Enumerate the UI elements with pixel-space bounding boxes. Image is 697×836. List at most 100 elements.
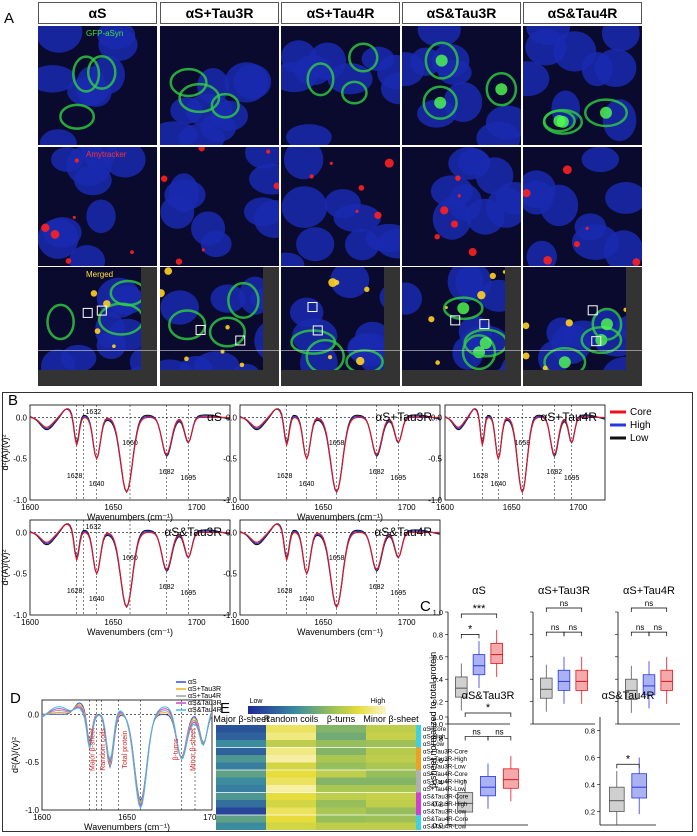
sig-label: ns bbox=[645, 599, 653, 608]
plot-title: αS+Tau3R bbox=[375, 410, 432, 424]
peak-label: 1658 bbox=[329, 555, 345, 562]
row-group-swatch bbox=[416, 822, 421, 830]
y-tick-label: 0.0 bbox=[433, 821, 443, 830]
y-tick-label: -1.0 bbox=[25, 806, 39, 815]
peak-label: 1682 bbox=[159, 469, 175, 476]
y-axis-label: d²(A)/(v)² bbox=[10, 737, 20, 773]
peak-label: 1640 bbox=[89, 481, 105, 488]
channel-label: Merged bbox=[86, 270, 114, 279]
peak-label: 1695 bbox=[391, 475, 407, 482]
panel-label-e: E bbox=[220, 700, 231, 717]
x-tick-label: 1700 bbox=[203, 813, 221, 822]
heatmap-cell bbox=[266, 755, 316, 763]
heatmap-cell bbox=[366, 740, 416, 748]
y-tick-label: -1.0 bbox=[13, 496, 27, 505]
heatmap-cell bbox=[366, 770, 416, 778]
sig-label: ns bbox=[654, 623, 662, 632]
x-tick-label: 1600 bbox=[231, 503, 249, 512]
heatmap-cell bbox=[216, 770, 266, 778]
peak-label: 1695 bbox=[564, 475, 580, 482]
x-tick-label: 1600 bbox=[21, 503, 39, 512]
heatmap-column-label: Major β-sheet bbox=[213, 714, 269, 724]
sig-bracket bbox=[545, 607, 583, 612]
plot-frame bbox=[41, 699, 213, 811]
legend-label: αS+Tau4R bbox=[188, 693, 221, 700]
microscopy-tile bbox=[281, 267, 400, 386]
channel-label: GFP-aSyn bbox=[86, 29, 124, 38]
heatmap-cell bbox=[266, 800, 316, 808]
x-tick-label: 1650 bbox=[118, 813, 136, 822]
heatmap-cell bbox=[266, 732, 316, 740]
y-tick-label: 0.0 bbox=[16, 528, 28, 537]
plot-title: αS bbox=[207, 410, 222, 424]
plot-title: αS&Tau4R bbox=[374, 525, 432, 539]
row-group-swatch bbox=[416, 800, 421, 808]
panel-label-c: C bbox=[420, 598, 431, 615]
microscopy-tile bbox=[523, 267, 642, 386]
heatmap-cell bbox=[316, 822, 366, 830]
heatmap-cell bbox=[316, 777, 366, 785]
boxplot-title: αS&Tau4R bbox=[602, 690, 655, 702]
heatmap-row-label: αS&Tau4R-Core bbox=[423, 816, 469, 823]
y-tick-label: 0.8 bbox=[585, 727, 595, 736]
y-tick-label: -1.0 bbox=[13, 611, 27, 620]
y-tick-label: 0.0 bbox=[226, 528, 238, 537]
y-tick-label: 0.4 bbox=[433, 778, 443, 787]
x-tick-label: 1600 bbox=[231, 618, 249, 627]
legend-label: αS+Tau3R bbox=[188, 686, 221, 693]
peak-label: 1632 bbox=[86, 409, 102, 416]
box bbox=[490, 642, 503, 664]
heatmap-cell bbox=[366, 747, 416, 755]
peak-label: 1695 bbox=[181, 475, 197, 482]
legend-label: Low bbox=[630, 433, 649, 444]
colorbar-low-label: Low bbox=[250, 698, 264, 705]
y-tick-label: 1.0 bbox=[433, 713, 443, 722]
heatmap-cell bbox=[216, 800, 266, 808]
heatmap-cell bbox=[316, 792, 366, 800]
heatmap-cell bbox=[216, 755, 266, 763]
overlay-plot: Major β-sheet Random coils Total protein β-… bbox=[10, 699, 221, 832]
heatmap-row-label: αS+Tau3R-Core bbox=[423, 749, 468, 756]
microscopy-tile bbox=[38, 267, 157, 386]
ftir-curve bbox=[239, 523, 440, 608]
microscopy-tile bbox=[523, 147, 642, 266]
legend-label: High bbox=[630, 420, 651, 431]
heatmap-cell bbox=[216, 777, 266, 785]
y-tick-label: -1.0 bbox=[428, 496, 442, 505]
x-tick-label: 1700 bbox=[188, 503, 206, 512]
y-tick-label: 0.2 bbox=[433, 698, 443, 707]
heatmap-row-label: αS&Tau4R-Low bbox=[423, 824, 467, 831]
y-axis-label: d²(A)/(v)² bbox=[0, 435, 10, 471]
y-tick-label: 1.0 bbox=[433, 608, 443, 617]
ftir-curve bbox=[239, 408, 440, 493]
box bbox=[625, 678, 638, 700]
x-tick-label: 1650 bbox=[314, 618, 332, 627]
y-tick-label: -1.0 bbox=[223, 496, 237, 505]
peak-label: 1682 bbox=[159, 584, 175, 591]
y-tick-label: 0.0 bbox=[431, 413, 443, 422]
y-tick-label: 0.0 bbox=[16, 413, 28, 422]
x-axis-label: Wavenumbers (cm⁻¹) bbox=[87, 512, 173, 522]
row-group-swatch bbox=[416, 732, 421, 740]
boxplot: αS+Tau4R ns ns ns bbox=[615, 585, 680, 725]
row-group-swatch bbox=[416, 777, 421, 785]
legend-label: Core bbox=[630, 407, 652, 418]
peak-label: 1628 bbox=[67, 473, 83, 480]
heatmap-cell bbox=[216, 725, 266, 733]
x-axis-label: Wavenumbers (cm⁻¹) bbox=[87, 627, 173, 637]
peak-label: 1695 bbox=[181, 590, 197, 597]
microscopy-tile bbox=[523, 26, 642, 145]
heatmap-cell bbox=[216, 732, 266, 740]
heatmap-cell bbox=[216, 762, 266, 770]
sig-label: *** bbox=[473, 603, 487, 615]
ftir-plot: 16281640165816821695αS&Tau4R0.0-0.5-1.01… bbox=[223, 519, 441, 637]
panel-label-b: B bbox=[8, 392, 19, 409]
heatmap-cell bbox=[316, 725, 366, 733]
heatmap-cell bbox=[366, 732, 416, 740]
ftir-legend: Core High Low bbox=[610, 407, 652, 444]
y-tick-label: 0.6 bbox=[433, 653, 443, 662]
panel-label-d: D bbox=[10, 690, 21, 707]
ftir-plot: 1632 1628 1640 1660 1682 1695 αS 0.0 -0.5 -1.0160… bbox=[0, 404, 231, 522]
peak-label: 1632 bbox=[86, 524, 102, 531]
x-tick-label: 1700 bbox=[398, 618, 416, 627]
